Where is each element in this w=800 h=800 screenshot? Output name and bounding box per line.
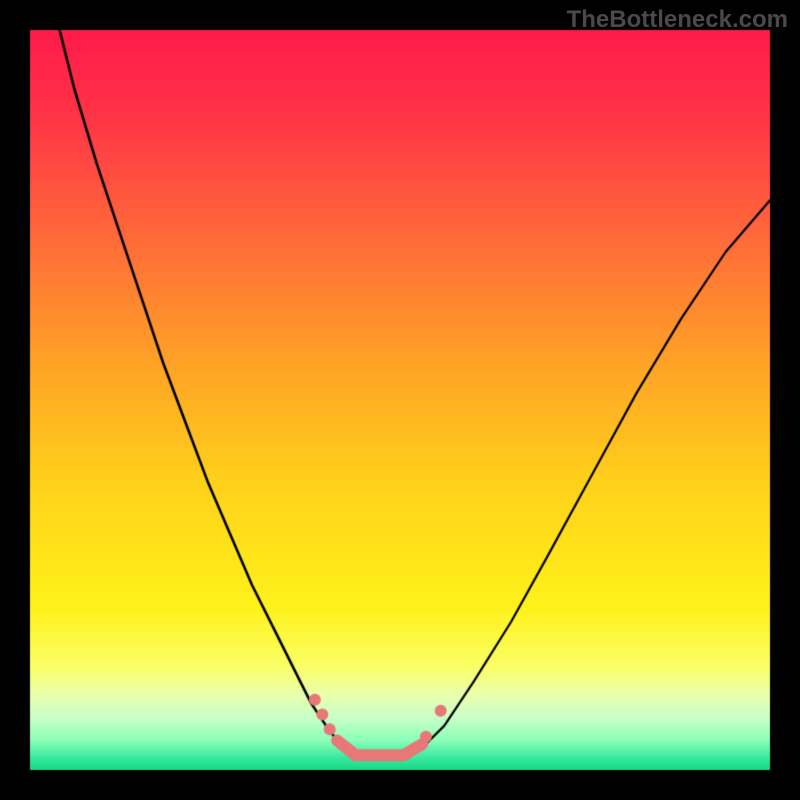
bottleneck-curve-chart (0, 0, 800, 800)
chart-stage: TheBottleneck.com (0, 0, 800, 800)
